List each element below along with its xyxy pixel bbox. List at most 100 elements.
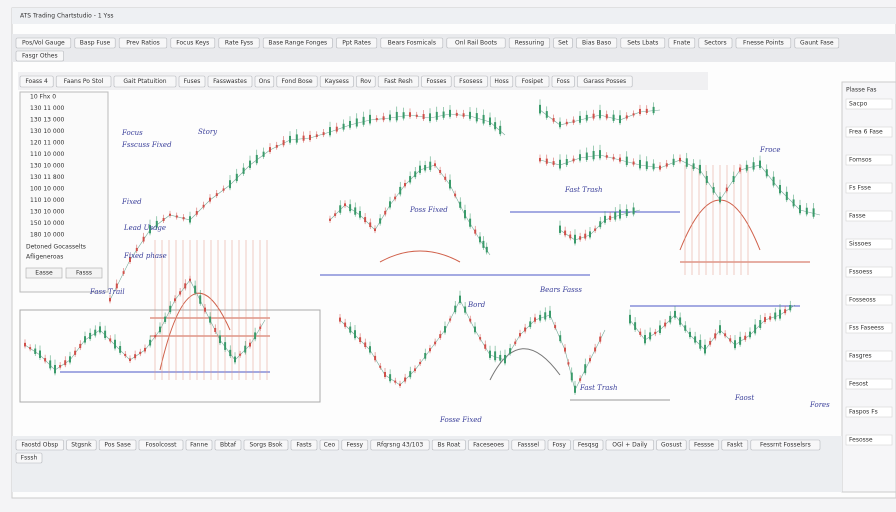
- button[interactable]: [551, 75, 575, 88]
- button[interactable]: [74, 37, 116, 49]
- button-label[interactable]: Onl Rail Boots: [455, 40, 497, 47]
- button[interactable]: [515, 75, 550, 88]
- button-label[interactable]: Fessy: [346, 442, 363, 449]
- button[interactable]: [453, 75, 488, 88]
- button[interactable]: [446, 37, 506, 49]
- button[interactable]: [254, 75, 275, 88]
- panel-item[interactable]: [845, 182, 893, 194]
- button-label[interactable]: Focus Keys: [176, 40, 209, 47]
- button-label[interactable]: Fasgr Othes: [22, 53, 58, 60]
- panel-item[interactable]: [845, 238, 893, 250]
- button-label[interactable]: OGl + Daily: [612, 442, 648, 449]
- button[interactable]: [380, 37, 444, 49]
- button[interactable]: [370, 439, 430, 451]
- button-label[interactable]: Kaysess: [325, 78, 349, 85]
- button-label[interactable]: Fesqsg: [578, 442, 599, 449]
- panel-item[interactable]: [845, 350, 893, 362]
- button-label[interactable]: Foss: [557, 78, 570, 85]
- button[interactable]: [276, 75, 318, 88]
- button[interactable]: [508, 37, 550, 49]
- panel-item[interactable]: [845, 322, 893, 334]
- button-label[interactable]: Stgsnk: [71, 442, 92, 449]
- button-label[interactable]: Faskt: [727, 442, 743, 449]
- button-label[interactable]: Fsosess: [459, 78, 482, 85]
- button-label[interactable]: Gosust: [661, 442, 682, 449]
- button[interactable]: [421, 75, 452, 88]
- button[interactable]: [735, 37, 792, 49]
- button-label[interactable]: Fnesse Points: [743, 40, 784, 47]
- button-label[interactable]: Sectors: [704, 40, 726, 47]
- button[interactable]: [577, 75, 633, 88]
- button[interactable]: [688, 439, 720, 451]
- button[interactable]: [290, 439, 318, 451]
- panel-item-label[interactable]: Fasse: [849, 213, 866, 220]
- button[interactable]: [178, 75, 206, 88]
- button[interactable]: [356, 75, 376, 88]
- button[interactable]: [170, 37, 216, 49]
- panel-item-label[interactable]: Fssoess: [849, 269, 872, 276]
- button[interactable]: [262, 37, 333, 49]
- panel-item[interactable]: [845, 266, 893, 278]
- button-label[interactable]: Ressuring: [515, 40, 545, 47]
- panel-item-label[interactable]: Fasgres: [849, 353, 872, 360]
- button[interactable]: [19, 75, 54, 88]
- button[interactable]: [15, 50, 64, 62]
- button-label[interactable]: Gait Ptatuition: [123, 78, 166, 85]
- button-label[interactable]: Sorgs Bsok: [249, 442, 283, 449]
- button-label[interactable]: Easse: [35, 270, 53, 277]
- button-label[interactable]: Fasssel: [518, 442, 540, 449]
- panel-item-label[interactable]: Fs Fsse: [849, 185, 871, 192]
- panel-item-label[interactable]: Frea 6 Fase: [849, 129, 883, 136]
- button-label[interactable]: Faceseoes: [473, 442, 504, 449]
- button-label[interactable]: Rfqrsng 43/103: [377, 442, 423, 449]
- button[interactable]: [113, 75, 177, 88]
- button-label[interactable]: Prev Ratios: [126, 40, 160, 47]
- button-label[interactable]: Rate Fyss: [225, 40, 253, 47]
- button[interactable]: [15, 439, 64, 451]
- panel-item-label[interactable]: Fosseoss: [849, 297, 876, 304]
- button[interactable]: [55, 75, 112, 88]
- panel-item[interactable]: [845, 406, 893, 418]
- button[interactable]: [721, 439, 749, 451]
- button[interactable]: [511, 439, 546, 451]
- button-label[interactable]: Fond Bose: [281, 78, 312, 85]
- panel-item[interactable]: [845, 294, 893, 306]
- button[interactable]: [214, 439, 242, 451]
- button-label[interactable]: Fnate: [673, 40, 690, 47]
- button[interactable]: [218, 37, 260, 49]
- panel-item[interactable]: [845, 154, 893, 166]
- button-label[interactable]: Basp Fuse: [80, 40, 111, 47]
- button-label[interactable]: Faostd Obsp: [21, 442, 58, 449]
- button[interactable]: [794, 37, 840, 49]
- button-label[interactable]: Fosy: [552, 442, 566, 449]
- button-label[interactable]: Bias Baso: [582, 40, 611, 47]
- button[interactable]: [15, 37, 72, 49]
- button[interactable]: [547, 439, 571, 451]
- panel-item[interactable]: [845, 210, 893, 222]
- button[interactable]: [620, 37, 666, 49]
- button-label[interactable]: Bbtaf: [220, 442, 237, 449]
- button[interactable]: [98, 439, 137, 451]
- button-label[interactable]: Garass Posses: [583, 78, 626, 85]
- button-label[interactable]: Pos/Vol Gauge: [22, 40, 65, 47]
- button[interactable]: [605, 439, 654, 451]
- button-label[interactable]: Bears Fosmicals: [388, 40, 436, 47]
- panel-item-label[interactable]: Sacpo: [849, 101, 868, 108]
- button-label[interactable]: Fasswastes: [213, 78, 247, 85]
- button[interactable]: [377, 75, 419, 88]
- panel-item-label[interactable]: Faspos Fs: [849, 409, 878, 416]
- button-label[interactable]: Hoss: [494, 78, 508, 85]
- button[interactable]: [553, 37, 573, 49]
- button-label[interactable]: Sets Lbats: [627, 40, 658, 47]
- panel-item[interactable]: [845, 378, 893, 390]
- button-label[interactable]: Fast Resh: [384, 78, 413, 85]
- button-label[interactable]: Rov: [360, 78, 372, 85]
- button[interactable]: [750, 439, 821, 451]
- button-label[interactable]: Ons: [259, 78, 271, 85]
- button-label[interactable]: Faans Po Stol: [64, 78, 104, 85]
- button[interactable]: [66, 439, 97, 451]
- panel-item-label[interactable]: Fss Faseess: [849, 325, 884, 332]
- panel-item-label[interactable]: Sissoes: [849, 241, 871, 248]
- button[interactable]: [698, 37, 733, 49]
- button-label[interactable]: Base Range Fonges: [268, 40, 327, 47]
